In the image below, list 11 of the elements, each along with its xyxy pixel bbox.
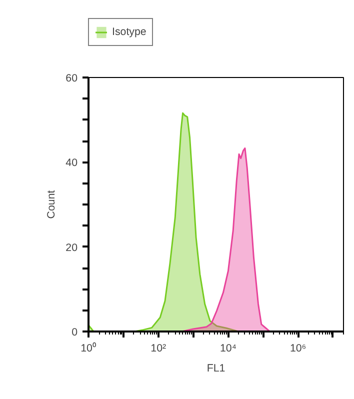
- y-tick-label: 40: [66, 157, 78, 170]
- y-tick-label: 60: [66, 72, 78, 84]
- x-axis-title: FL1: [206, 362, 226, 374]
- x-tick-label: 10⁰: [80, 342, 96, 354]
- y-axis-title: Count: [46, 190, 58, 219]
- y-tick-label: 0: [72, 326, 78, 338]
- legend-label: Isotype: [112, 26, 146, 38]
- x-tick-label: 10²: [150, 342, 167, 354]
- x-tick-label: 10⁴: [220, 342, 237, 354]
- y-tick-label: 20: [66, 242, 78, 254]
- x-tick-label: 10⁶: [290, 342, 306, 354]
